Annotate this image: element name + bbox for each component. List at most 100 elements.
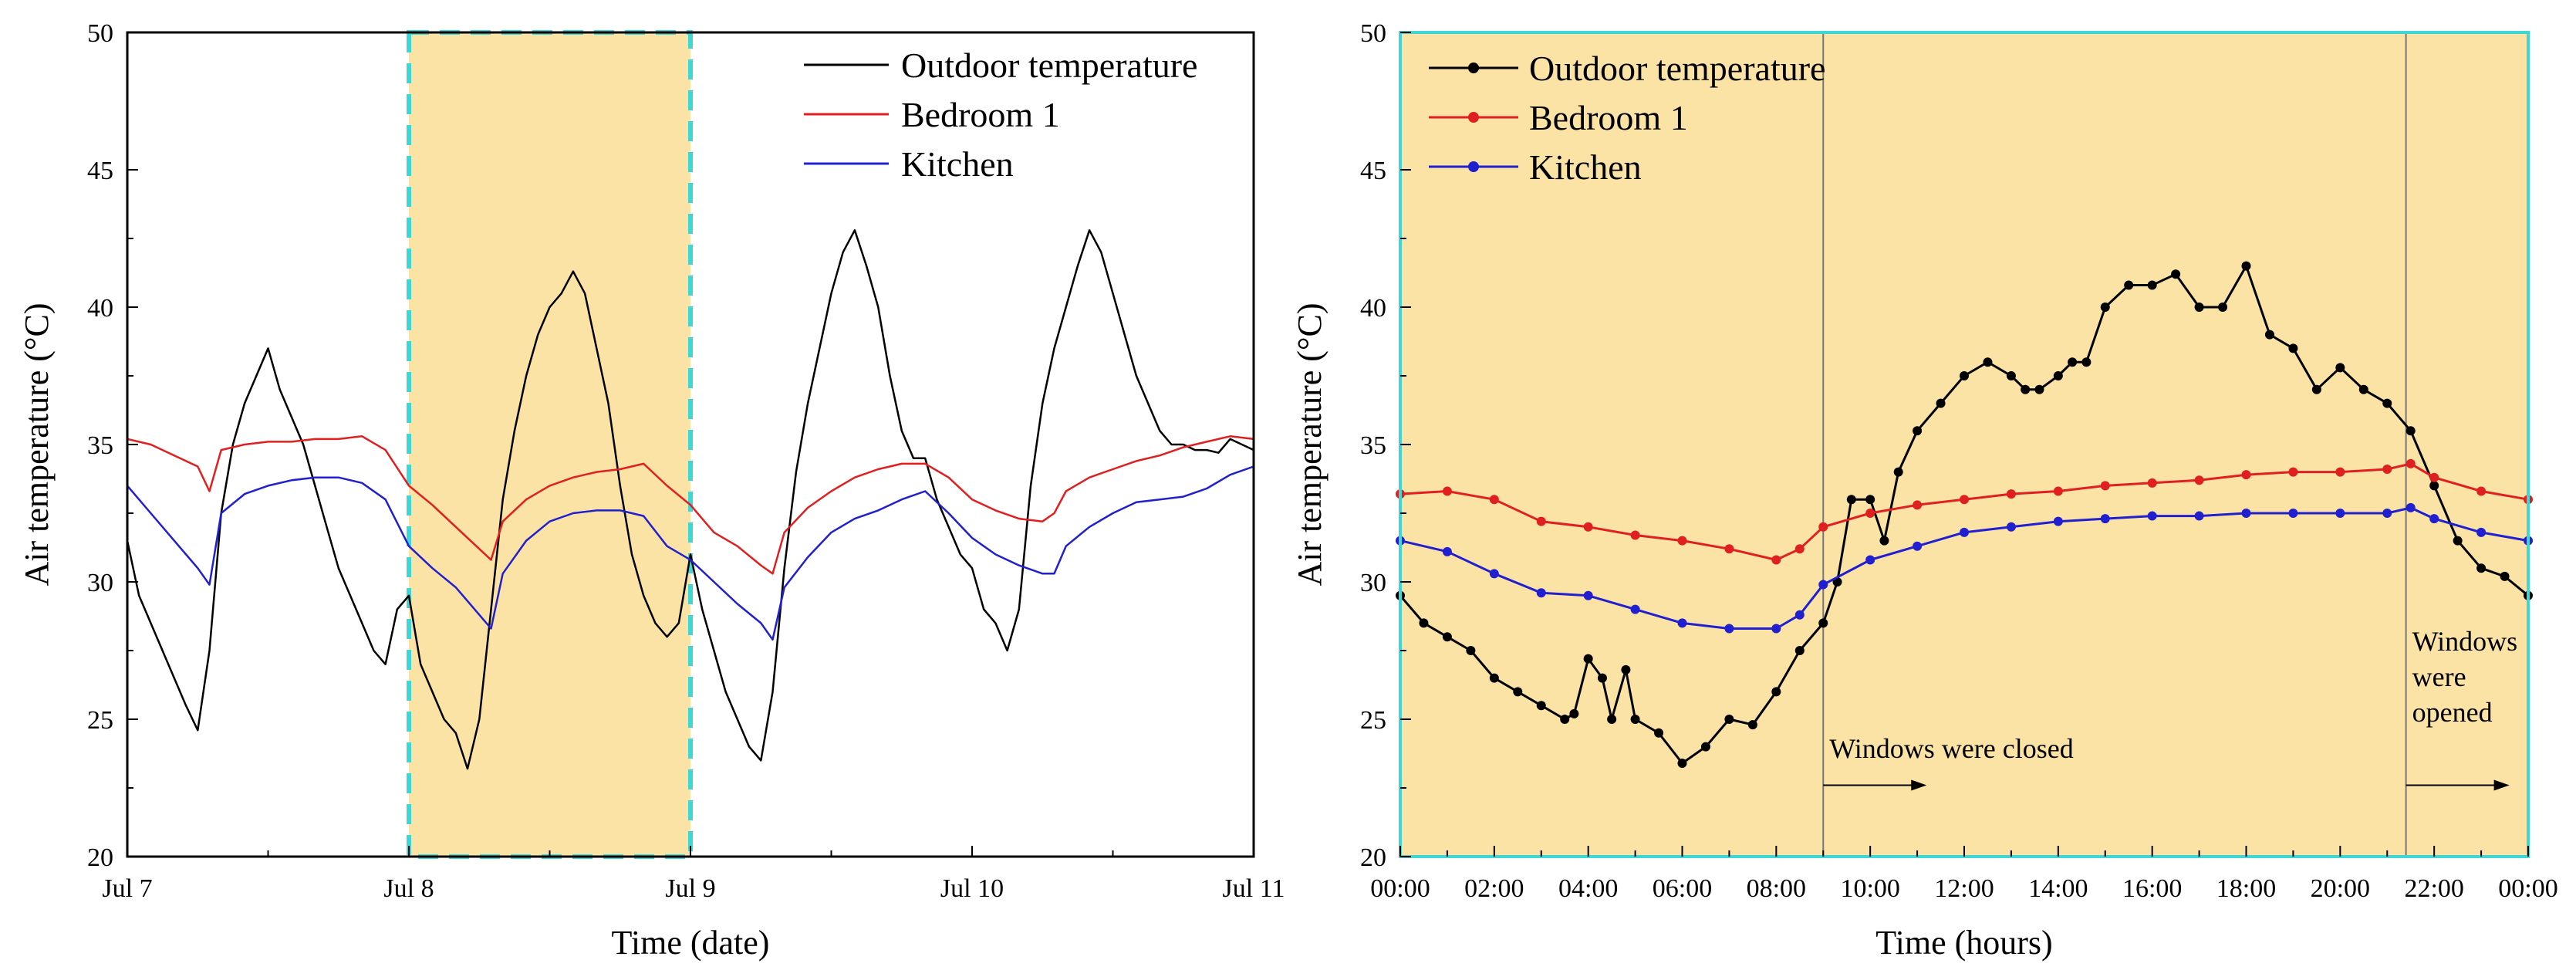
right-point-outdoor-temperature — [1489, 673, 1499, 683]
left-x-tick-label: Jul 11 — [1223, 874, 1285, 903]
right-plot-background — [1400, 32, 2528, 857]
left-legend: Outdoor temperature Bedroom 1 Kitchen — [804, 46, 1197, 184]
right-point-outdoor-temperature — [2006, 371, 2016, 380]
right-x-tick-label: 18:00 — [2216, 874, 2276, 903]
right-point-outdoor-temperature — [2358, 384, 2368, 394]
right-legend-marker-outdoor — [1468, 63, 1479, 73]
right-point-outdoor-temperature — [2021, 384, 2031, 394]
right-point-bedroom-1 — [2382, 465, 2392, 475]
right-marker-arrowhead-1 — [2493, 779, 2510, 791]
right-point-outdoor-temperature — [1583, 654, 1593, 664]
right-point-bedroom-1 — [1960, 495, 1969, 505]
right-x-tick-label: 16:00 — [2122, 874, 2182, 903]
right-point-bedroom-1 — [1536, 516, 1546, 526]
right-x-tick-label: 20:00 — [2311, 874, 2370, 903]
right-point-outdoor-temperature — [2053, 371, 2063, 380]
right-point-bedroom-1 — [2288, 467, 2298, 477]
right-point-outdoor-temperature — [2068, 357, 2078, 367]
left-y-axis-title: Air temperature (°C) — [18, 303, 56, 587]
right-point-outdoor-temperature — [1654, 728, 1664, 738]
right-point-bedroom-1 — [2406, 458, 2416, 468]
left-y-tick-label: 50 — [87, 19, 113, 48]
right-point-bedroom-1 — [1583, 522, 1593, 532]
right-point-kitchen — [1771, 624, 1781, 634]
right-x-tick-label: 02:00 — [1464, 874, 1524, 903]
left-y-tick-label: 35 — [87, 431, 113, 460]
right-point-outdoor-temperature — [2241, 261, 2251, 271]
right-point-bedroom-1 — [1489, 495, 1499, 505]
right-point-outdoor-temperature — [1936, 398, 1946, 408]
left-x-tick-label: Jul 8 — [383, 874, 434, 903]
left-x-tick-label: Jul 7 — [102, 874, 152, 903]
right-point-outdoor-temperature — [1536, 701, 1546, 711]
right-point-outdoor-temperature — [2171, 269, 2181, 279]
right-point-bedroom-1 — [2241, 470, 2251, 480]
right-point-outdoor-temperature — [2147, 280, 2157, 290]
left-series-group — [126, 229, 1254, 770]
right-point-kitchen — [1630, 604, 1640, 614]
right-point-outdoor-temperature — [1913, 426, 1923, 436]
right-x-tick-label: 12:00 — [1934, 874, 1994, 903]
right-point-outdoor-temperature — [1607, 715, 1617, 724]
left-legend-label-bedroom: Bedroom 1 — [901, 95, 1060, 134]
right-point-kitchen — [1794, 610, 1805, 620]
right-point-kitchen — [1818, 580, 1828, 590]
right-point-outdoor-temperature — [1879, 536, 1889, 546]
right-point-kitchen — [2100, 514, 2110, 524]
right-point-outdoor-temperature — [2194, 303, 2204, 312]
right-point-outdoor-temperature — [2453, 536, 2463, 546]
right-point-kitchen — [2476, 527, 2487, 537]
right-x-tick-label: 04:00 — [1558, 874, 1618, 903]
right-legend-label-bedroom: Bedroom 1 — [1529, 98, 1688, 137]
right-series-group — [1396, 261, 2533, 768]
right-point-outdoor-temperature — [1442, 632, 1452, 642]
left-highlight-region — [407, 30, 693, 859]
right-point-outdoor-temperature — [1700, 742, 1710, 752]
right-point-kitchen — [1583, 590, 1593, 600]
right-point-outdoor-temperature — [1771, 687, 1781, 697]
right-point-outdoor-temperature — [1893, 467, 1903, 477]
right-y-tick-label: 35 — [1360, 431, 1386, 460]
right-point-kitchen — [1724, 624, 1734, 634]
right-point-bedroom-1 — [2476, 486, 2487, 496]
right-point-outdoor-temperature — [1677, 758, 1687, 768]
right-point-bedroom-1 — [2100, 481, 2110, 491]
right-point-outdoor-temperature — [1466, 646, 1476, 655]
right-point-outdoor-temperature — [2382, 398, 2392, 408]
left-y-tick-label: 25 — [87, 706, 113, 735]
right-point-outdoor-temperature — [2124, 280, 2134, 290]
right-point-outdoor-temperature — [1569, 708, 1579, 718]
right-point-bedroom-1 — [1630, 530, 1640, 540]
right-point-outdoor-temperature — [2311, 384, 2321, 394]
right-y-tick-label: 25 — [1360, 706, 1386, 735]
right-point-kitchen — [2053, 516, 2063, 526]
right-point-kitchen — [1489, 569, 1499, 579]
right-point-outdoor-temperature — [2264, 330, 2274, 340]
left-series-line-outdoor-temperature — [126, 229, 1254, 770]
left-x-tick-label: Jul 9 — [665, 874, 715, 903]
chart-left: 20 25 30 35 40 45 50 Jul 7 Jul 8 Jul 9 Jul 10 Jul 1… — [18, 19, 1285, 962]
right-x-tick-label: 00:00 — [2498, 874, 2557, 903]
left-y-tick-label: 30 — [87, 569, 113, 597]
right-legend-marker-bedroom — [1468, 112, 1479, 123]
right-point-outdoor-temperature — [2081, 357, 2092, 367]
right-point-bedroom-1 — [1913, 500, 1923, 510]
right-point-kitchen — [2288, 509, 2298, 518]
left-series-line-kitchen — [127, 465, 1254, 641]
right-x-axis-title: Time (hours) — [1875, 924, 2052, 962]
left-legend-label-kitchen: Kitchen — [901, 144, 1014, 184]
right-point-outdoor-temperature — [1846, 495, 1856, 505]
right-point-outdoor-temperature — [1747, 720, 1757, 730]
right-x-tick-label: 08:00 — [1747, 874, 1806, 903]
right-point-outdoor-temperature — [1794, 646, 1805, 655]
right-point-bedroom-1 — [2194, 475, 2204, 485]
right-point-outdoor-temperature — [2218, 303, 2228, 312]
right-point-kitchen — [1913, 541, 1923, 551]
right-point-bedroom-1 — [2053, 486, 2063, 496]
right-point-kitchen — [2241, 509, 2251, 518]
right-y-axis-title: Air temperature (°C) — [1291, 303, 1329, 587]
right-point-bedroom-1 — [1442, 486, 1452, 496]
right-point-bedroom-1 — [1865, 509, 1875, 518]
right-point-bedroom-1 — [1724, 544, 1734, 554]
